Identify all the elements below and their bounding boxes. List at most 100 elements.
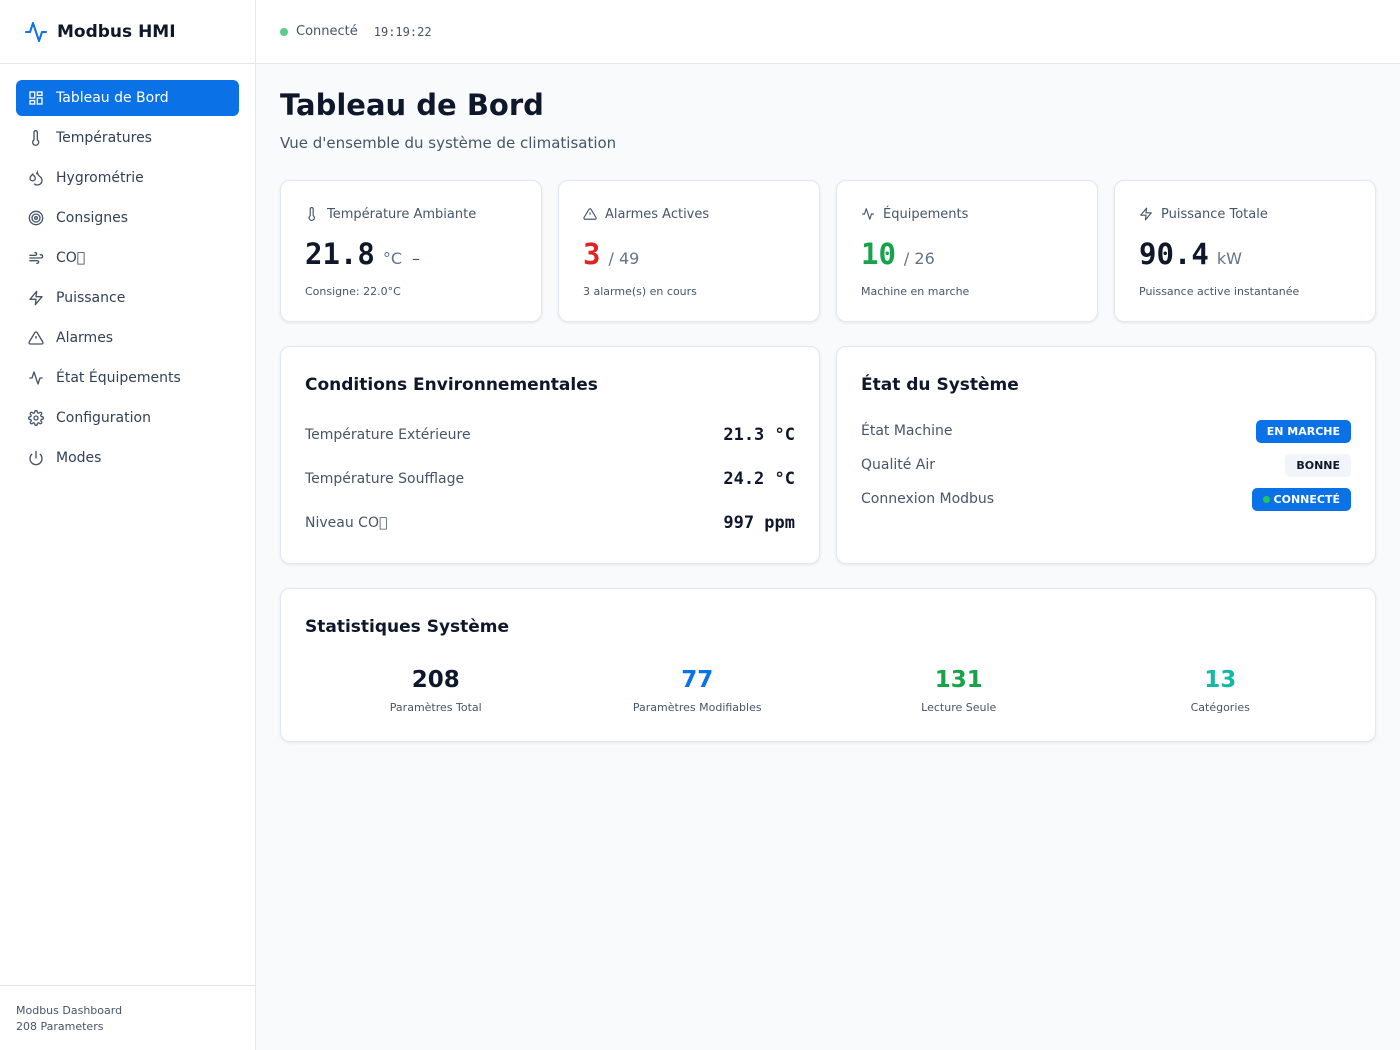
footer-app-name: Modbus Dashboard: [16, 1004, 123, 1017]
sidebar-item-dashboard[interactable]: Tableau de Bord: [16, 80, 239, 116]
system-label: Qualité Air: [861, 457, 936, 473]
sidebar-item-label: Configuration: [56, 410, 151, 426]
env-row-supply-temp: Température Soufflage 24.2 °C: [305, 457, 795, 501]
temperature-value: 21.8: [305, 237, 375, 271]
card-footer: 3 alarme(s) en cours: [583, 285, 697, 298]
power-value: 90.4: [1139, 237, 1209, 271]
sidebar-item-label: Tableau de Bord: [56, 90, 169, 106]
environment-panel: Conditions Environnementales Température…: [280, 346, 820, 564]
status-badge: EN MARCHE: [1255, 419, 1351, 443]
env-label: Température Soufflage: [305, 471, 465, 487]
alert-triangle-icon: [28, 330, 44, 346]
brand: Modbus HMI: [0, 0, 255, 64]
env-row-outdoor-temp: Température Extérieure 21.3 °C: [305, 413, 795, 457]
alert-triangle-icon: [583, 208, 597, 220]
sidebar-item-modes[interactable]: Modes: [16, 440, 239, 476]
stat-categories: 13 Catégories: [1090, 667, 1352, 714]
system-label: État Machine: [861, 423, 953, 439]
sidebar-nav: Tableau de Bord Températures Hygrométrie…: [0, 64, 255, 476]
status-badge: CONNECTÉ: [1251, 487, 1351, 511]
dashboard-icon: [28, 90, 44, 106]
equipment-total: / 26: [903, 249, 935, 268]
sidebar-item-consignes[interactable]: Consignes: [16, 200, 239, 236]
sidebar-item-hygrometrie[interactable]: Hygrométrie: [16, 160, 239, 196]
target-icon: [28, 210, 44, 226]
sidebar-item-label: Températures: [56, 130, 152, 146]
card-footer: Machine en marche: [861, 285, 970, 298]
equipment-value: 10: [861, 237, 896, 271]
card-footer: Consigne: 22.0°C: [305, 285, 401, 298]
system-row-machine: État Machine EN MARCHE: [861, 414, 1351, 448]
system-label: Connexion Modbus: [861, 491, 995, 507]
sidebar-item-temperatures[interactable]: Températures: [16, 120, 239, 156]
sidebar-item-configuration[interactable]: Configuration: [16, 400, 239, 436]
alarms-value: 3: [583, 237, 601, 271]
panel-title: État du Système: [861, 375, 1019, 395]
sidebar-item-label: Alarmes: [56, 330, 114, 346]
page-subtitle: Vue d'ensemble du système de climatisati…: [280, 134, 617, 152]
zap-icon: [1140, 207, 1152, 221]
equipment-card: Équipements 10 / 26 Machine en marche: [836, 180, 1098, 322]
app-title: Modbus HMI: [57, 21, 176, 42]
card-label: Température Ambiante: [327, 206, 477, 222]
gear-icon: [28, 410, 44, 426]
sidebar-item-alarmes[interactable]: Alarmes: [16, 320, 239, 356]
stat-value: 77: [681, 667, 714, 693]
activity-icon: [28, 370, 44, 386]
alarms-card: Alarmes Actives 3 / 49 3 alarme(s) en co…: [558, 180, 820, 322]
badge-text: CONNECTÉ: [1273, 492, 1340, 506]
connected-dot: [1262, 495, 1270, 503]
stat-value: 208: [411, 667, 460, 693]
sidebar-item-label: Modes: [56, 450, 102, 466]
thermometer-icon: [28, 130, 44, 146]
system-row-modbus: Connexion Modbus CONNECTÉ: [861, 482, 1351, 516]
trend-indicator: –: [412, 249, 421, 268]
sidebar-item-etat-equipements[interactable]: État Équipements: [16, 360, 239, 396]
sidebar-item-label: CO : [56, 250, 86, 266]
system-status-panel: État du Système État Machine EN MARCHE Q…: [836, 346, 1376, 564]
env-value: 997 ppm: [723, 513, 795, 533]
activity-logo-icon: [25, 21, 47, 42]
sidebar-item-co2[interactable]: CO : [16, 240, 239, 276]
sidebar-item-label: État Équipements: [56, 370, 181, 386]
stat-label: Paramètres Modifiables: [632, 701, 762, 714]
thermometer-icon: [308, 207, 315, 221]
stat-label: Catégories: [1190, 701, 1250, 714]
sidebar-item-label: Hygrométrie: [56, 170, 144, 186]
card-label: Puissance Totale: [1161, 206, 1268, 222]
temperature-card: Température Ambiante 21.8 °C – Consigne:…: [280, 180, 542, 322]
clock: 19:19:22: [373, 24, 432, 39]
stat-label: Paramètres Total: [389, 701, 482, 714]
card-label: Alarmes Actives: [605, 206, 710, 222]
page-title: Tableau de Bord: [280, 88, 544, 122]
card-footer: Puissance active instantanée: [1139, 285, 1300, 298]
activity-icon: [862, 208, 874, 220]
alarms-total: / 49: [608, 249, 640, 268]
footer-param-count: 208 Parameters: [16, 1020, 104, 1033]
stat-value: 13: [1204, 667, 1237, 693]
sidebar-item-label: Consignes: [56, 210, 129, 226]
statistics-panel: Statistiques Système 208 Paramètres Tota…: [280, 588, 1376, 742]
stat-value: 131: [934, 667, 983, 693]
droplets-icon: [28, 170, 44, 186]
sidebar-item-puissance[interactable]: Puissance: [16, 280, 239, 316]
power-icon: [28, 450, 44, 466]
env-row-co2: Niveau CO  997 ppm: [305, 501, 795, 545]
stat-readonly-params: 131 Lecture Seule: [828, 667, 1090, 714]
panel-title: Statistiques Système: [305, 617, 510, 637]
connection-status-dot: [280, 27, 288, 36]
zap-icon: [28, 290, 44, 306]
panel-title: Conditions Environnementales: [305, 375, 598, 395]
status-badge: BONNE: [1285, 453, 1351, 477]
stat-label: Lecture Seule: [921, 701, 997, 714]
power-card: Puissance Totale 90.4 kW Puissance activ…: [1114, 180, 1376, 322]
env-value: 24.2 °C: [723, 469, 795, 489]
sidebar-footer: Modbus Dashboard 208 Parameters: [0, 985, 255, 1050]
power-unit: kW: [1216, 249, 1242, 268]
wind-icon: [28, 250, 44, 266]
card-label: Équipements: [883, 206, 969, 222]
stat-editable-params: 77 Paramètres Modifiables: [567, 667, 829, 714]
connection-status: Connecté: [296, 24, 358, 39]
env-value: 21.3 °C: [723, 425, 795, 445]
env-label: Température Extérieure: [305, 427, 471, 443]
